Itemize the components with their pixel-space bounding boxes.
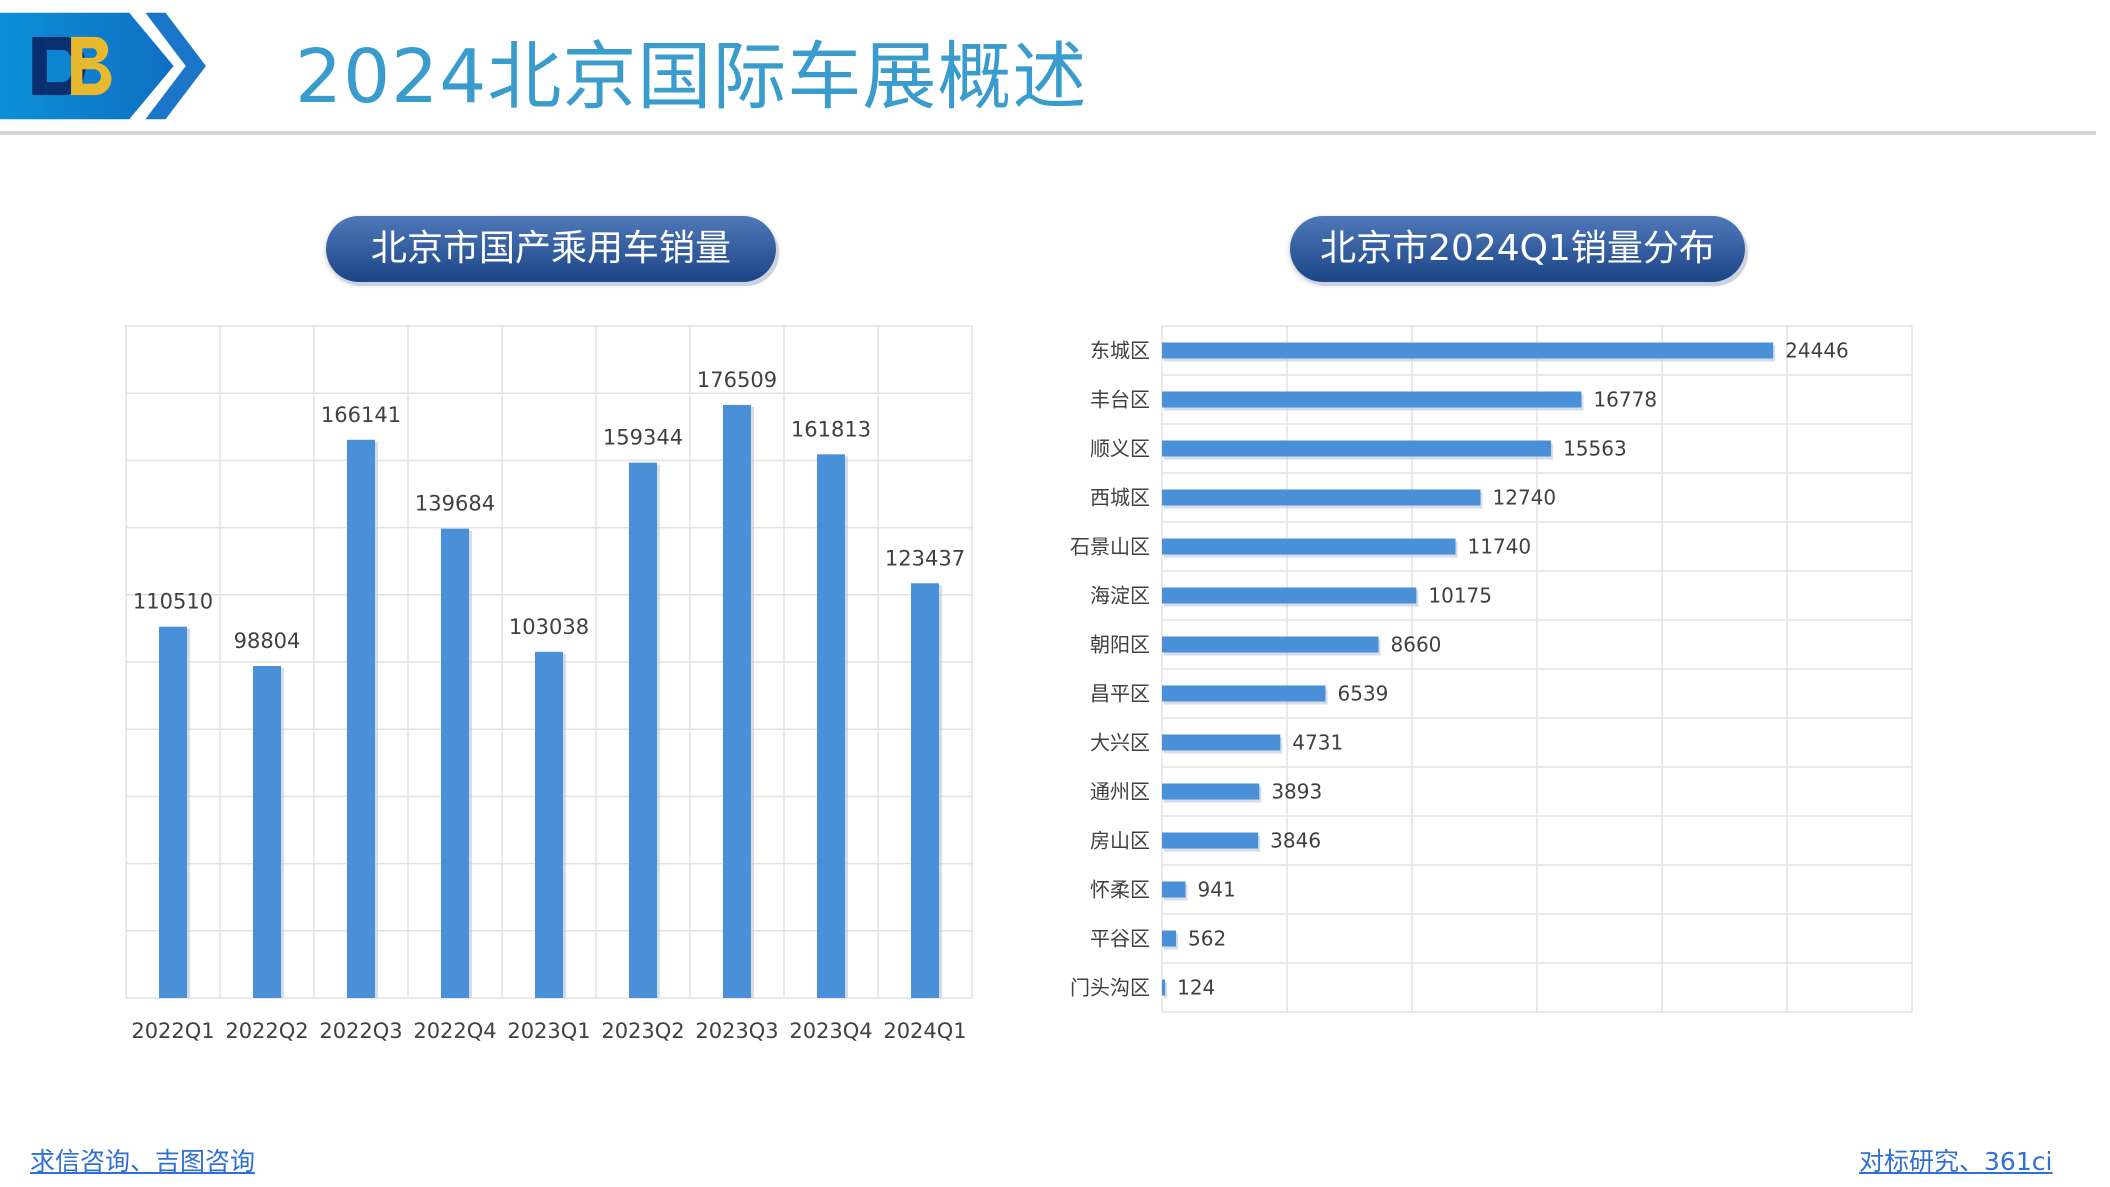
data-label: 4731: [1292, 731, 1343, 755]
right-chart-heading: 北京市2024Q1销量分布: [1290, 216, 1745, 282]
bar: [1162, 489, 1481, 506]
y-tick-label: 昌平区: [1090, 682, 1150, 706]
footer-link-jitu[interactable]: 吉图咨询: [155, 1147, 256, 1176]
bar: [1162, 734, 1281, 751]
data-label: 11740: [1468, 535, 1532, 559]
data-label: 12740: [1493, 486, 1557, 510]
header-divider: [0, 131, 2096, 135]
bar: [1162, 391, 1582, 408]
bar: [1162, 538, 1456, 555]
data-label: 176509: [697, 368, 777, 392]
data-label: 123437: [885, 546, 965, 570]
bar: [1162, 881, 1186, 898]
bar: [629, 462, 657, 999]
bar: [1162, 832, 1259, 849]
bar: [253, 666, 281, 998]
data-label: 110510: [133, 590, 213, 614]
footer-right-links: 对标研究、361ci: [1859, 1142, 2052, 1178]
footer-separator: 、: [130, 1147, 156, 1176]
x-tick-label: 2022Q2: [225, 1019, 308, 1043]
y-tick-label: 丰台区: [1090, 388, 1150, 412]
bar: [723, 404, 751, 998]
data-label: 8660: [1391, 633, 1442, 657]
bar: [441, 528, 469, 998]
y-tick-label: 房山区: [1090, 829, 1150, 853]
x-tick-label: 2022Q1: [131, 1019, 214, 1043]
y-tick-label: 平谷区: [1090, 927, 1150, 951]
bar: [1162, 685, 1326, 702]
y-tick-label: 西城区: [1090, 486, 1150, 510]
data-label: 10175: [1428, 584, 1492, 608]
data-label: 562: [1188, 927, 1226, 951]
data-label: 103038: [509, 615, 589, 639]
page-title: 2024北京国际车展概述: [295, 34, 1088, 120]
x-tick-label: 2023Q4: [789, 1019, 872, 1043]
hchart-grid: [1161, 325, 1913, 1013]
data-label: 941: [1198, 878, 1236, 902]
bar: [347, 439, 375, 998]
data-label: 161813: [791, 417, 871, 441]
logo-banner: [0, 12, 206, 120]
data-label: 166141: [321, 403, 401, 427]
y-tick-label: 顺义区: [1090, 437, 1150, 461]
left-chart-heading: 北京市国产乘用车销量: [326, 216, 776, 282]
bar: [1162, 440, 1552, 457]
data-label: 139684: [415, 492, 495, 516]
x-tick-label: 2023Q2: [601, 1019, 684, 1043]
logo-mark: [32, 36, 47, 96]
bar-shadow: [1164, 982, 1168, 999]
data-label: 6539: [1337, 682, 1388, 706]
x-tick-label: 2024Q1: [883, 1019, 966, 1043]
x-tick-label: 2022Q4: [413, 1019, 496, 1043]
y-tick-label: 怀柔区: [1090, 878, 1150, 902]
x-tick-label: 2022Q3: [319, 1019, 402, 1043]
bar: [1162, 783, 1260, 800]
data-label: 24446: [1785, 339, 1849, 363]
bar: [1162, 636, 1379, 653]
footer-link-duibiao[interactable]: 对标研究: [1859, 1147, 1960, 1176]
bar: [911, 583, 939, 998]
y-tick-label: 朝阳区: [1090, 633, 1150, 657]
y-tick-label: 大兴区: [1090, 731, 1150, 755]
bar: [817, 454, 845, 998]
x-tick-label: 2023Q3: [695, 1019, 778, 1043]
y-tick-label: 门头沟区: [1070, 976, 1150, 1000]
data-label: 3893: [1271, 780, 1322, 804]
y-tick-label: 海淀区: [1090, 584, 1150, 608]
footer-link-361ci[interactable]: 361ci: [1984, 1147, 2053, 1176]
data-label: 124: [1177, 976, 1215, 1000]
y-tick-label: 通州区: [1090, 780, 1150, 804]
district-sales-bar-chart: 24446 东城区 16778 丰台区 15563 顺义区 12740 西城区 11740 石景山…: [1070, 325, 1913, 1013]
bar: [1162, 930, 1177, 947]
x-tick-label: 2023Q1: [507, 1019, 590, 1043]
data-label: 15563: [1563, 437, 1627, 461]
bar: [1162, 342, 1774, 359]
y-tick-label: 东城区: [1090, 339, 1150, 363]
bar: [1162, 979, 1166, 996]
data-label: 16778: [1593, 388, 1657, 412]
data-label: 98804: [234, 629, 301, 653]
bar: [535, 651, 563, 998]
data-label: 159344: [603, 426, 683, 450]
quarterly-sales-bar-chart: 110510 2022Q1 98804 2022Q2 166141 2022Q3 13968…: [125, 325, 973, 1043]
bar: [159, 626, 187, 998]
y-tick-label: 石景山区: [1070, 535, 1150, 559]
header: 2024北京国际车展概述: [0, 0, 2110, 135]
footer-left-links: 求信咨询、吉图咨询: [30, 1142, 255, 1178]
data-label: 3846: [1270, 829, 1321, 853]
footer-separator: 、: [1959, 1147, 1985, 1176]
footer-link-qiuxin[interactable]: 求信咨询: [30, 1147, 131, 1176]
bar: [1162, 587, 1417, 604]
